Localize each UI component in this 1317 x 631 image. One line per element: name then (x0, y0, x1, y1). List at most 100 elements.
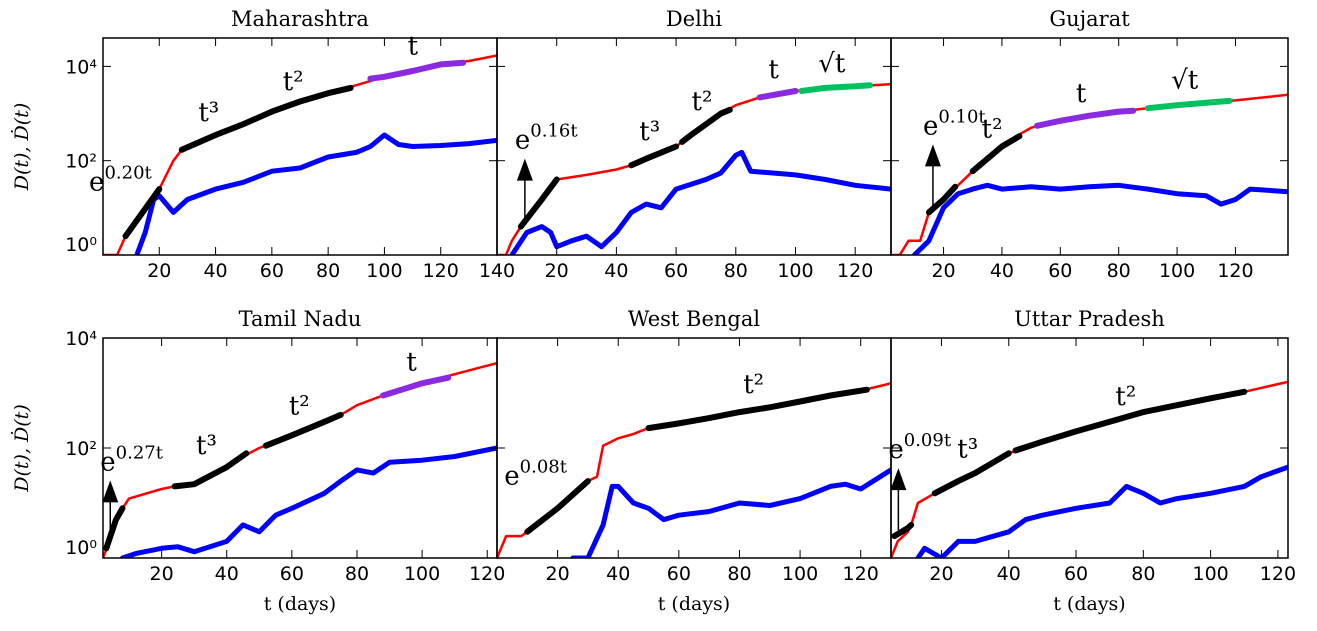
panel-title: West Bengal (628, 307, 761, 331)
cumulative-line (891, 380, 1288, 558)
y-tick-label: 10⁰ (65, 234, 97, 256)
x-tick-label: 80 (1131, 563, 1155, 585)
fit-segment (628, 143, 680, 169)
fit-label-base: t³ (198, 98, 219, 128)
axes-frame (890, 337, 1289, 559)
fit-label: √t (818, 49, 846, 79)
fit-segment (171, 450, 250, 490)
fit-label: t² (692, 87, 713, 117)
plot (891, 380, 1288, 558)
plot (891, 93, 1288, 255)
x-tick-label: 40 (997, 563, 1021, 585)
x-tick-label: 120 (1260, 563, 1296, 585)
fit-label: t (1076, 79, 1087, 109)
fit-segment (798, 82, 874, 94)
x-axis-label: t (days) (658, 593, 730, 615)
arrow-head (102, 480, 119, 503)
x-tick-label: 60 (260, 260, 284, 282)
fit-label-base: t³ (196, 431, 217, 461)
x-axis-label: t (days) (264, 593, 336, 615)
x-tick-label: 100 (1192, 563, 1228, 585)
fit-label-base: t² (289, 391, 310, 421)
fit-segment (103, 505, 126, 552)
fit-label-base: e (888, 435, 903, 465)
x-tick-label: 80 (345, 563, 369, 585)
x-tick-label: 60 (1048, 260, 1072, 282)
x-tick-label: 60 (664, 260, 688, 282)
fit-label-base: e (515, 126, 530, 156)
x-tick-label: 80 (727, 563, 751, 585)
fit-label-exponent: 0.09t (904, 430, 952, 451)
fit-segment (380, 374, 452, 399)
fit-label: √t (1171, 66, 1199, 96)
fit-label: t³ (639, 117, 660, 147)
x-tick-label: 100 (777, 260, 813, 282)
daily-line (911, 182, 1288, 255)
y-tick-label: 10⁴ (65, 328, 97, 350)
panel-title: Uttar Pradesh (1014, 307, 1165, 331)
fit-label: t² (283, 67, 304, 97)
fit-label: t³ (198, 98, 219, 128)
x-tick-label: 20 (931, 260, 955, 282)
arrow-head (924, 144, 941, 167)
x-tick-label: 100 (782, 563, 818, 585)
fit-label: e0.27t (100, 442, 163, 477)
x-tick-label: 20 (546, 563, 570, 585)
fit-label: t² (289, 391, 310, 421)
fit-label-exponent: 0.10t (938, 106, 986, 127)
fit-label-exponent: 0.08t (520, 456, 568, 477)
fit-segment (969, 133, 1023, 175)
daily-line (915, 464, 1288, 558)
x-tick-label: 120 (423, 260, 459, 282)
arrow-head (516, 158, 533, 181)
fit-label-base: t³ (639, 117, 660, 147)
x-tick-label: 40 (606, 563, 630, 585)
fit-segment (1034, 107, 1137, 129)
x-tick-label: 100 (366, 260, 402, 282)
x-tick-label: 60 (1064, 563, 1088, 585)
fit-segment (645, 386, 870, 432)
panel-title: Tamil Nadu (239, 307, 362, 331)
fit-label-base: e (100, 447, 115, 477)
fit-label-exponent: 0.20t (104, 163, 152, 184)
fit-segment (367, 59, 467, 82)
fit-segment (756, 88, 799, 101)
y-tick-label: 10² (65, 151, 97, 173)
axes-frame (890, 37, 1289, 256)
fit-label: e0.20t (89, 163, 152, 198)
x-tick-label: 40 (990, 260, 1014, 282)
panel-title: Gujarat (1049, 7, 1130, 31)
x-tick-label: 40 (604, 260, 628, 282)
fit-label-base: e (89, 168, 104, 198)
y-tick-label: 10⁴ (65, 56, 97, 78)
panel-title: Maharashtra (231, 7, 369, 31)
x-tick-label: 40 (215, 563, 239, 585)
x-tick-label: 120 (843, 563, 879, 585)
x-tick-label: 40 (203, 260, 227, 282)
x-tick-label: 120 (469, 563, 505, 585)
x-tick-label: 140 (479, 260, 515, 282)
fit-label-base: t (406, 348, 417, 378)
x-tick-label: 20 (150, 563, 174, 585)
fit-label-base: e (923, 111, 938, 141)
fit-label: e0.08t (504, 456, 567, 491)
y-axis-label: D(t), Ḋ(t) (10, 103, 33, 191)
fit-label: t² (1115, 382, 1136, 412)
fit-label-base: √t (818, 49, 846, 79)
fit-label-base: e (504, 461, 519, 491)
fit-label-base: t² (743, 370, 764, 400)
fit-label: e0.09t (888, 430, 951, 465)
fit-segment (679, 106, 733, 145)
fit-label: t (408, 32, 419, 62)
fit-label-base: t² (692, 87, 713, 117)
fit-label-base: t³ (957, 434, 978, 464)
panel-title: Delhi (666, 7, 723, 31)
x-tick-label: 60 (280, 563, 304, 585)
fit-label-base: √t (1171, 66, 1199, 96)
fit-label: t² (982, 115, 1003, 145)
x-tick-label: 60 (667, 563, 691, 585)
fit-segment (1012, 388, 1248, 454)
x-tick-label: 20 (929, 563, 953, 585)
x-tick-label: 80 (316, 260, 340, 282)
plot (103, 54, 497, 255)
